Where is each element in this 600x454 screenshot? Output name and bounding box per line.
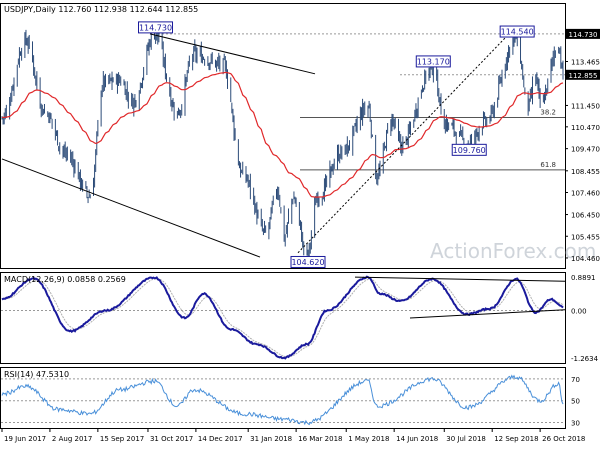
x-tick-label-6: 16 Mar 2018 [298,435,342,443]
x-tick-label-0: 19 Jun 2017 [4,435,46,443]
macd-panel [1,275,566,360]
annotation-box-3 [415,55,451,68]
price-tick-3: 111.450 [571,102,600,110]
fib-label-61.8: 61.8 [540,161,556,169]
axes: 114.730 113.465 112.855 111.450 110.470 109.4… [1,28,600,443]
macd-line [1,275,564,360]
price-chart-title: USDJPY,Daily 112.760 112.938 112.644 112… [4,5,198,14]
rsi-title: RSI(14) 47.5310 [4,370,69,379]
annotation-box-5 [499,25,535,38]
annotation-box-1 [138,21,174,34]
x-tick-label-10: 12 Sep 2018 [494,435,538,443]
price-panel: 38.2 61.8 114.730 104.620 113.170 109.760 114.… [1,21,565,268]
trendline-2 [149,33,316,75]
annotation-label-4: 109.760 [453,146,486,155]
annotation-label-5: 114.540 [501,28,534,37]
macd-panel-frame [0,272,566,364]
x-tick-label-4: 14 Dec 2017 [198,435,243,443]
fib-label-38.2: 38.2 [540,108,556,116]
x-tick-label-9: 30 Jul 2018 [446,435,486,443]
price-tick-1: 113.465 [571,58,600,66]
price-marker-114.730 [566,28,600,39]
annotation-box-2 [290,255,326,268]
price-tick-10: 104.460 [571,255,600,263]
macd-signal-line [1,278,564,358]
price-tick-6: 108.455 [571,168,600,176]
annotation-box-4 [451,143,487,156]
price-tick-4: 110.470 [571,124,600,132]
rsi-panel [1,374,565,426]
rsi-tick-1: 50 [571,398,580,406]
x-tick-label-8: 14 Jun 2018 [396,435,438,443]
trendline-1 [1,158,261,258]
price-tick-2: 112.855 [569,72,598,80]
price-tick-8: 106.450 [571,212,600,220]
rsi-tick-2: 30 [571,420,580,428]
macd-tick-0: 0.8891 [571,274,596,282]
price-marker-112.855 [566,69,600,80]
trendline-3 [297,37,506,254]
ema-line [1,71,564,198]
price-tick-5: 109.470 [571,146,600,154]
x-tick-label-3: 31 Oct 2017 [150,435,193,443]
annotation-label-3: 113.170 [417,57,450,66]
x-tick-label-5: 31 Jan 2018 [250,435,292,443]
macd-title: MACD(12,26,9) 0.0858 0.2569 [4,275,126,284]
watermark: ActionForex.com [430,239,596,263]
annotation-label-2: 104.620 [291,258,324,267]
rsi-tick-0: 70 [571,376,580,384]
macd-tick-2: -1.2634 [571,355,599,363]
x-tick-label-11: 26 Oct 2018 [542,435,585,443]
price-tick-0: 114.730 [569,31,598,39]
annotation-label-1: 114.730 [139,23,172,32]
price-tick-9: 105.455 [571,233,600,241]
macd-tick-1: 0.00 [571,308,587,316]
macd-trendline-top [354,276,566,282]
x-tick-label-2: 15 Sep 2017 [100,435,144,443]
price-panel-frame [0,3,566,269]
x-tick-label-1: 2 Aug 2017 [52,435,92,443]
price-tick-7: 107.460 [571,190,600,198]
macd-trendline-bottom [409,309,566,319]
x-tick-label-7: 1 May 2018 [348,435,389,443]
rsi-panel-frame [0,367,566,429]
rsi-line [1,374,564,426]
